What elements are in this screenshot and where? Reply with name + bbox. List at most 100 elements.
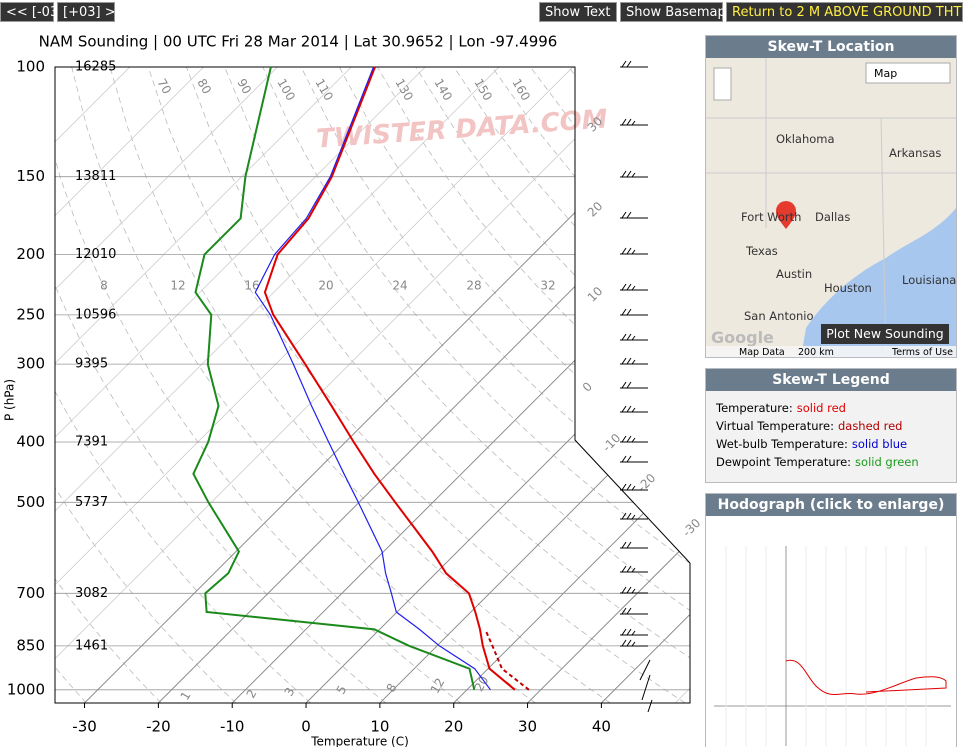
plot-new-sounding-button[interactable] bbox=[821, 324, 949, 344]
show-text-button[interactable]: Show Text bbox=[539, 2, 617, 22]
theta-label: 140 bbox=[431, 76, 455, 103]
height-label: 5737 bbox=[75, 495, 108, 510]
isotherm bbox=[601, 67, 690, 703]
wind-barb bbox=[620, 211, 648, 219]
place-label: Fort Worth bbox=[741, 210, 801, 224]
zoom-control[interactable] bbox=[713, 67, 732, 101]
isotherm bbox=[84, 67, 690, 703]
hodograph[interactable] bbox=[706, 516, 956, 748]
mixing-ratio-label: 24 bbox=[392, 279, 407, 293]
legend-label: Temperature: bbox=[716, 401, 793, 415]
chart-title: NAM Sounding | 00 UTC Fri 28 Mar 2014 | … bbox=[39, 33, 558, 51]
wind-barb bbox=[620, 170, 648, 178]
x-axis-label: Temperature (C) bbox=[310, 735, 409, 748]
dry-adiabat bbox=[55, 67, 237, 703]
dry-adiabat bbox=[262, 67, 690, 703]
y-tick-label: 700 bbox=[16, 584, 45, 602]
legend-entry: Temperature: solid red bbox=[716, 399, 946, 417]
wind-barb bbox=[620, 512, 648, 520]
isotherm-label: 10 bbox=[585, 284, 606, 305]
isotherm-label: -10 bbox=[600, 431, 624, 455]
dry-adiabat bbox=[644, 67, 690, 703]
dry-adiabat bbox=[55, 67, 461, 703]
x-tick-label: 40 bbox=[592, 718, 611, 736]
place-label: Houston bbox=[824, 281, 872, 295]
dry-adiabat bbox=[55, 67, 312, 703]
place-label: San Antonio bbox=[744, 309, 814, 323]
legend-label: Wet-bulb Temperature: bbox=[716, 437, 848, 451]
isotherm bbox=[55, 67, 204, 703]
dry-adiabat bbox=[55, 67, 386, 703]
return-button[interactable]: Return to 2 M ABOVE GROUND THTE bbox=[726, 2, 963, 22]
x-tick-label: 10 bbox=[370, 718, 389, 736]
height-label: 13811 bbox=[75, 169, 116, 184]
height-label: 3082 bbox=[75, 586, 108, 601]
google-logo: Google bbox=[711, 328, 774, 347]
isotherm-grid-line bbox=[379, 67, 690, 703]
mixing-ratio-label: 3 bbox=[282, 685, 298, 699]
isotherm-grid-line bbox=[601, 67, 690, 703]
hodograph-panel[interactable]: Hodograph (click to enlarge) bbox=[705, 493, 957, 748]
location-panel: Skew-T Location Map Oklahoma Arkansas Fort… bbox=[705, 35, 957, 358]
legend-label: Dewpoint Temperature: bbox=[716, 455, 852, 469]
isotherm bbox=[379, 67, 690, 703]
x-tick-label: -20 bbox=[146, 718, 171, 736]
state-borders bbox=[706, 58, 956, 357]
wind-barb bbox=[620, 357, 648, 365]
isotherm bbox=[55, 67, 131, 703]
wind-barb bbox=[620, 381, 648, 389]
watermark: TWISTER DATA.COM bbox=[315, 104, 608, 154]
isotherm-grid-line bbox=[305, 67, 690, 703]
height-label: 1461 bbox=[75, 638, 108, 653]
isotherm-label: 0 bbox=[580, 379, 595, 394]
prev-button[interactable]: << [-03] bbox=[0, 2, 63, 22]
theta-label: 90 bbox=[234, 76, 254, 96]
y-axis-label: P (hPa) bbox=[3, 379, 17, 421]
show-basemap-button[interactable]: Show Basemap bbox=[620, 2, 726, 22]
map[interactable]: Map Oklahoma Arkansas Fort Worth Dallas Texa… bbox=[706, 58, 956, 357]
next-button[interactable]: [+03] >> bbox=[57, 2, 127, 22]
mixing-ratio-label: 8 bbox=[384, 681, 400, 695]
dry-adiabat bbox=[491, 67, 690, 703]
y-tick-label: 500 bbox=[16, 493, 45, 511]
wind-barb bbox=[620, 628, 648, 636]
legend: Temperature: solid red Virtual Temperature… bbox=[706, 391, 956, 479]
panel-title: Skew-T Location bbox=[706, 36, 956, 58]
wind-barb bbox=[620, 308, 648, 316]
terms[interactable]: Terms of Use bbox=[891, 347, 953, 357]
wind-barb bbox=[620, 283, 648, 291]
dry-adiabat bbox=[71, 67, 536, 703]
y-tick-label: 300 bbox=[16, 355, 45, 373]
mixing-ratio-label: 12 bbox=[170, 279, 185, 293]
wind-barb bbox=[620, 435, 648, 443]
map-scale: 200 km bbox=[798, 347, 834, 357]
wind-barb bbox=[620, 607, 648, 615]
legend-entry: Wet-bulb Temperature: solid blue bbox=[716, 435, 946, 453]
isotherm bbox=[55, 67, 574, 703]
dry-adiabat bbox=[109, 67, 611, 703]
isotherm bbox=[55, 67, 278, 703]
isotherm bbox=[453, 67, 690, 703]
wind-barb bbox=[620, 333, 648, 341]
isotherm bbox=[305, 67, 690, 703]
map-type-select[interactable] bbox=[865, 62, 951, 84]
mixing-ratio-label: 8 bbox=[100, 279, 108, 293]
isotherm-grid-line bbox=[84, 67, 690, 703]
theta-label: 160 bbox=[509, 76, 533, 103]
dry-adiabat bbox=[415, 67, 690, 703]
isotherm-grid-line bbox=[453, 67, 690, 703]
mixing-ratio-label: 32 bbox=[540, 279, 555, 293]
legend-style: dashed red bbox=[837, 419, 903, 433]
dry-adiabat bbox=[224, 67, 690, 703]
height-label: 9395 bbox=[75, 357, 108, 372]
legend-label: Virtual Temperature: bbox=[716, 419, 834, 433]
wind-barb bbox=[620, 483, 648, 491]
dry-adiabat bbox=[682, 67, 690, 703]
wind-barb bbox=[620, 639, 648, 647]
panel-title: Skew-T Legend bbox=[706, 369, 956, 391]
plot-new-sounding[interactable]: Plot New Sounding bbox=[826, 326, 943, 341]
dry-adiabat bbox=[55, 67, 162, 703]
place-label: Arkansas bbox=[889, 146, 941, 160]
